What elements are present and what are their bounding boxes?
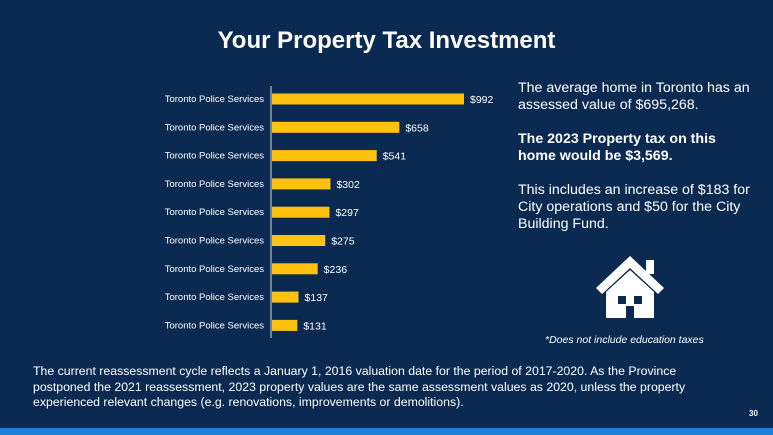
category-label: Toronto Police Services: [165, 292, 265, 303]
house-icon: [596, 256, 664, 318]
data-label: $275: [331, 236, 355, 248]
category-label: Toronto Police Services: [165, 320, 265, 331]
data-label: $297: [335, 207, 359, 219]
category-label: Toronto Police Services: [165, 151, 265, 162]
bar: [272, 178, 331, 190]
category-label: Toronto Police Services: [165, 264, 265, 275]
data-label: $658: [405, 122, 429, 134]
page-number: 30: [749, 409, 758, 418]
property-tax-text: The 2023 Property tax on this home would…: [518, 131, 716, 164]
bar: [272, 206, 330, 218]
data-label: $137: [305, 292, 329, 304]
bar: [272, 263, 318, 275]
bar: [272, 150, 377, 162]
bar: [272, 319, 298, 331]
category-label: Toronto Police Services: [165, 236, 265, 247]
data-label: $236: [324, 264, 348, 276]
data-label: $992: [470, 94, 494, 106]
increase-text: This includes an increase of $183 for Ci…: [518, 182, 750, 232]
bar: [272, 235, 326, 246]
category-label: Toronto Police Services: [165, 207, 265, 218]
bottom-accent-bar: [0, 428, 773, 435]
data-label: $541: [383, 151, 407, 163]
footer-text: The current reassessment cycle reflects …: [33, 364, 686, 409]
category-label: Toronto Police Services: [165, 94, 265, 105]
bar: [272, 291, 299, 303]
bar: [272, 121, 400, 133]
footnote: *Does not include education taxes: [545, 334, 704, 346]
data-label: $131: [303, 320, 327, 332]
category-label: Toronto Police Services: [165, 122, 265, 133]
category-label: Toronto Police Services: [165, 179, 265, 190]
average-home-text: The average home in Toronto has an asses…: [518, 80, 750, 113]
slide-title: Your Property Tax Investment: [217, 27, 556, 54]
data-label: $302: [336, 179, 360, 191]
bar: [272, 93, 464, 105]
